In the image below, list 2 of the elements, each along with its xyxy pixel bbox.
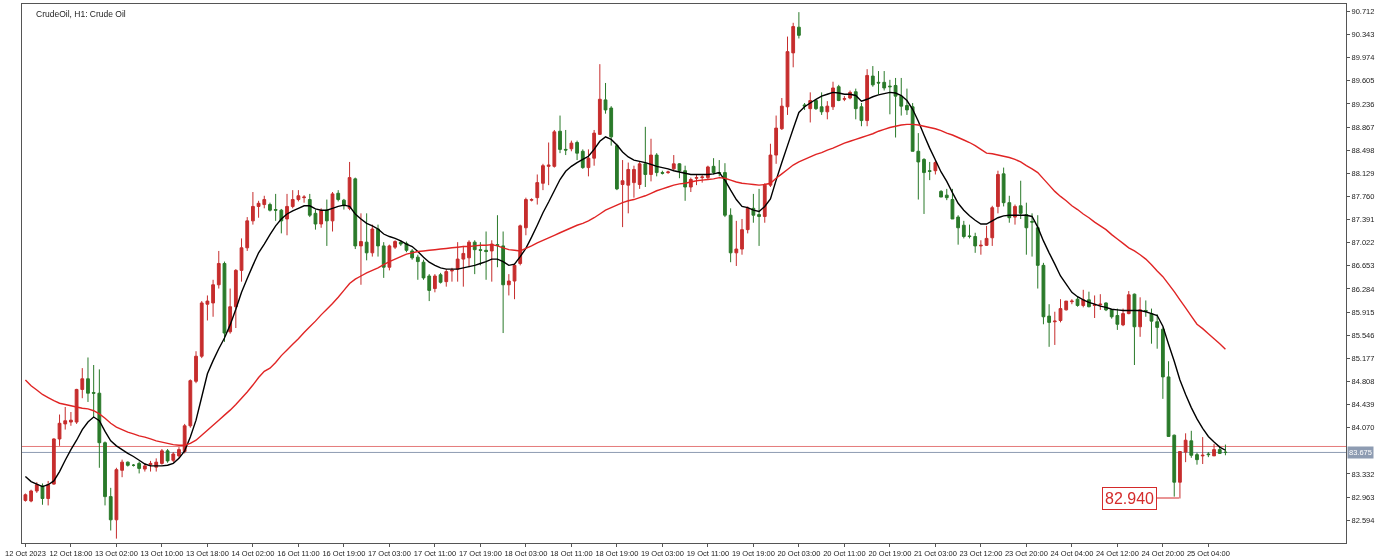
annotation: 82.940 — [1105, 490, 1155, 507]
text: CrudeOil, H1: Crude Oil — [36, 8, 126, 19]
